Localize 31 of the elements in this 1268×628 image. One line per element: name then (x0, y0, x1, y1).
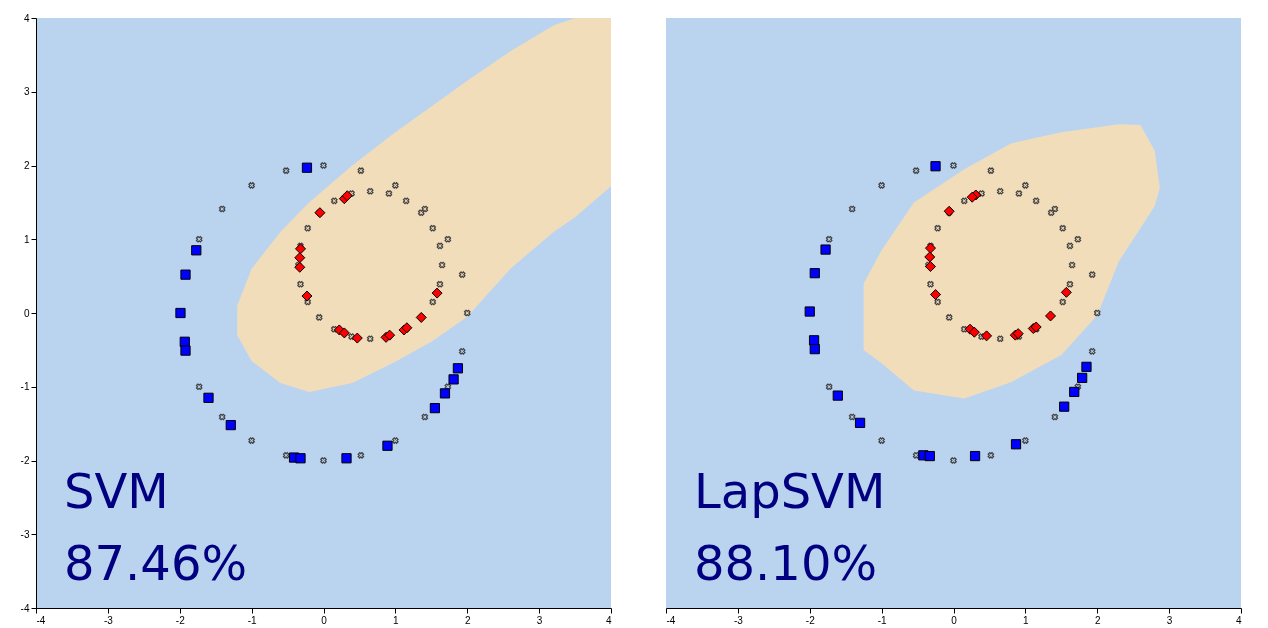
x-tick-label: 4 (1235, 614, 1242, 626)
x-tick-label: 1 (393, 614, 400, 626)
y-tick-label: 1 (23, 233, 30, 245)
y-tick-label: 4 (23, 12, 30, 24)
x-tick-label: -2 (805, 614, 816, 626)
x-tick-label: 3 (536, 614, 543, 626)
x-tick-label: 3 (1166, 614, 1173, 626)
y-tick-label: -2 (20, 455, 30, 466)
x-tick-label: 0 (321, 614, 328, 626)
x-tick-label: -3 (733, 614, 744, 626)
x-tick-label: -1 (877, 614, 887, 626)
x-tick-label: 4 (605, 614, 612, 626)
annotation: SVM (64, 463, 169, 519)
y-tick-label: -4 (20, 602, 30, 614)
x-tick-label: 1 (1023, 614, 1030, 626)
y-tick-label: 0 (23, 307, 30, 319)
annotation: LapSVM (694, 463, 886, 519)
x-tick-label: 2 (464, 614, 471, 626)
y-tick-label: -3 (20, 528, 30, 540)
annotation: 88.10% (694, 535, 878, 591)
annotation: 87.46% (64, 535, 248, 591)
x-tick-label: 2 (1094, 614, 1101, 626)
y-tick-label: 2 (23, 160, 30, 171)
x-tick-label: -4 (666, 614, 676, 626)
x-tick-label: -3 (103, 614, 114, 626)
x-tick-label: -1 (247, 614, 257, 626)
x-tick-label: -4 (36, 614, 46, 626)
y-tick-label: 3 (23, 86, 30, 98)
x-tick-label: -2 (175, 614, 186, 626)
x-tick-label: 0 (951, 614, 958, 626)
y-tick-label: -1 (20, 381, 30, 393)
